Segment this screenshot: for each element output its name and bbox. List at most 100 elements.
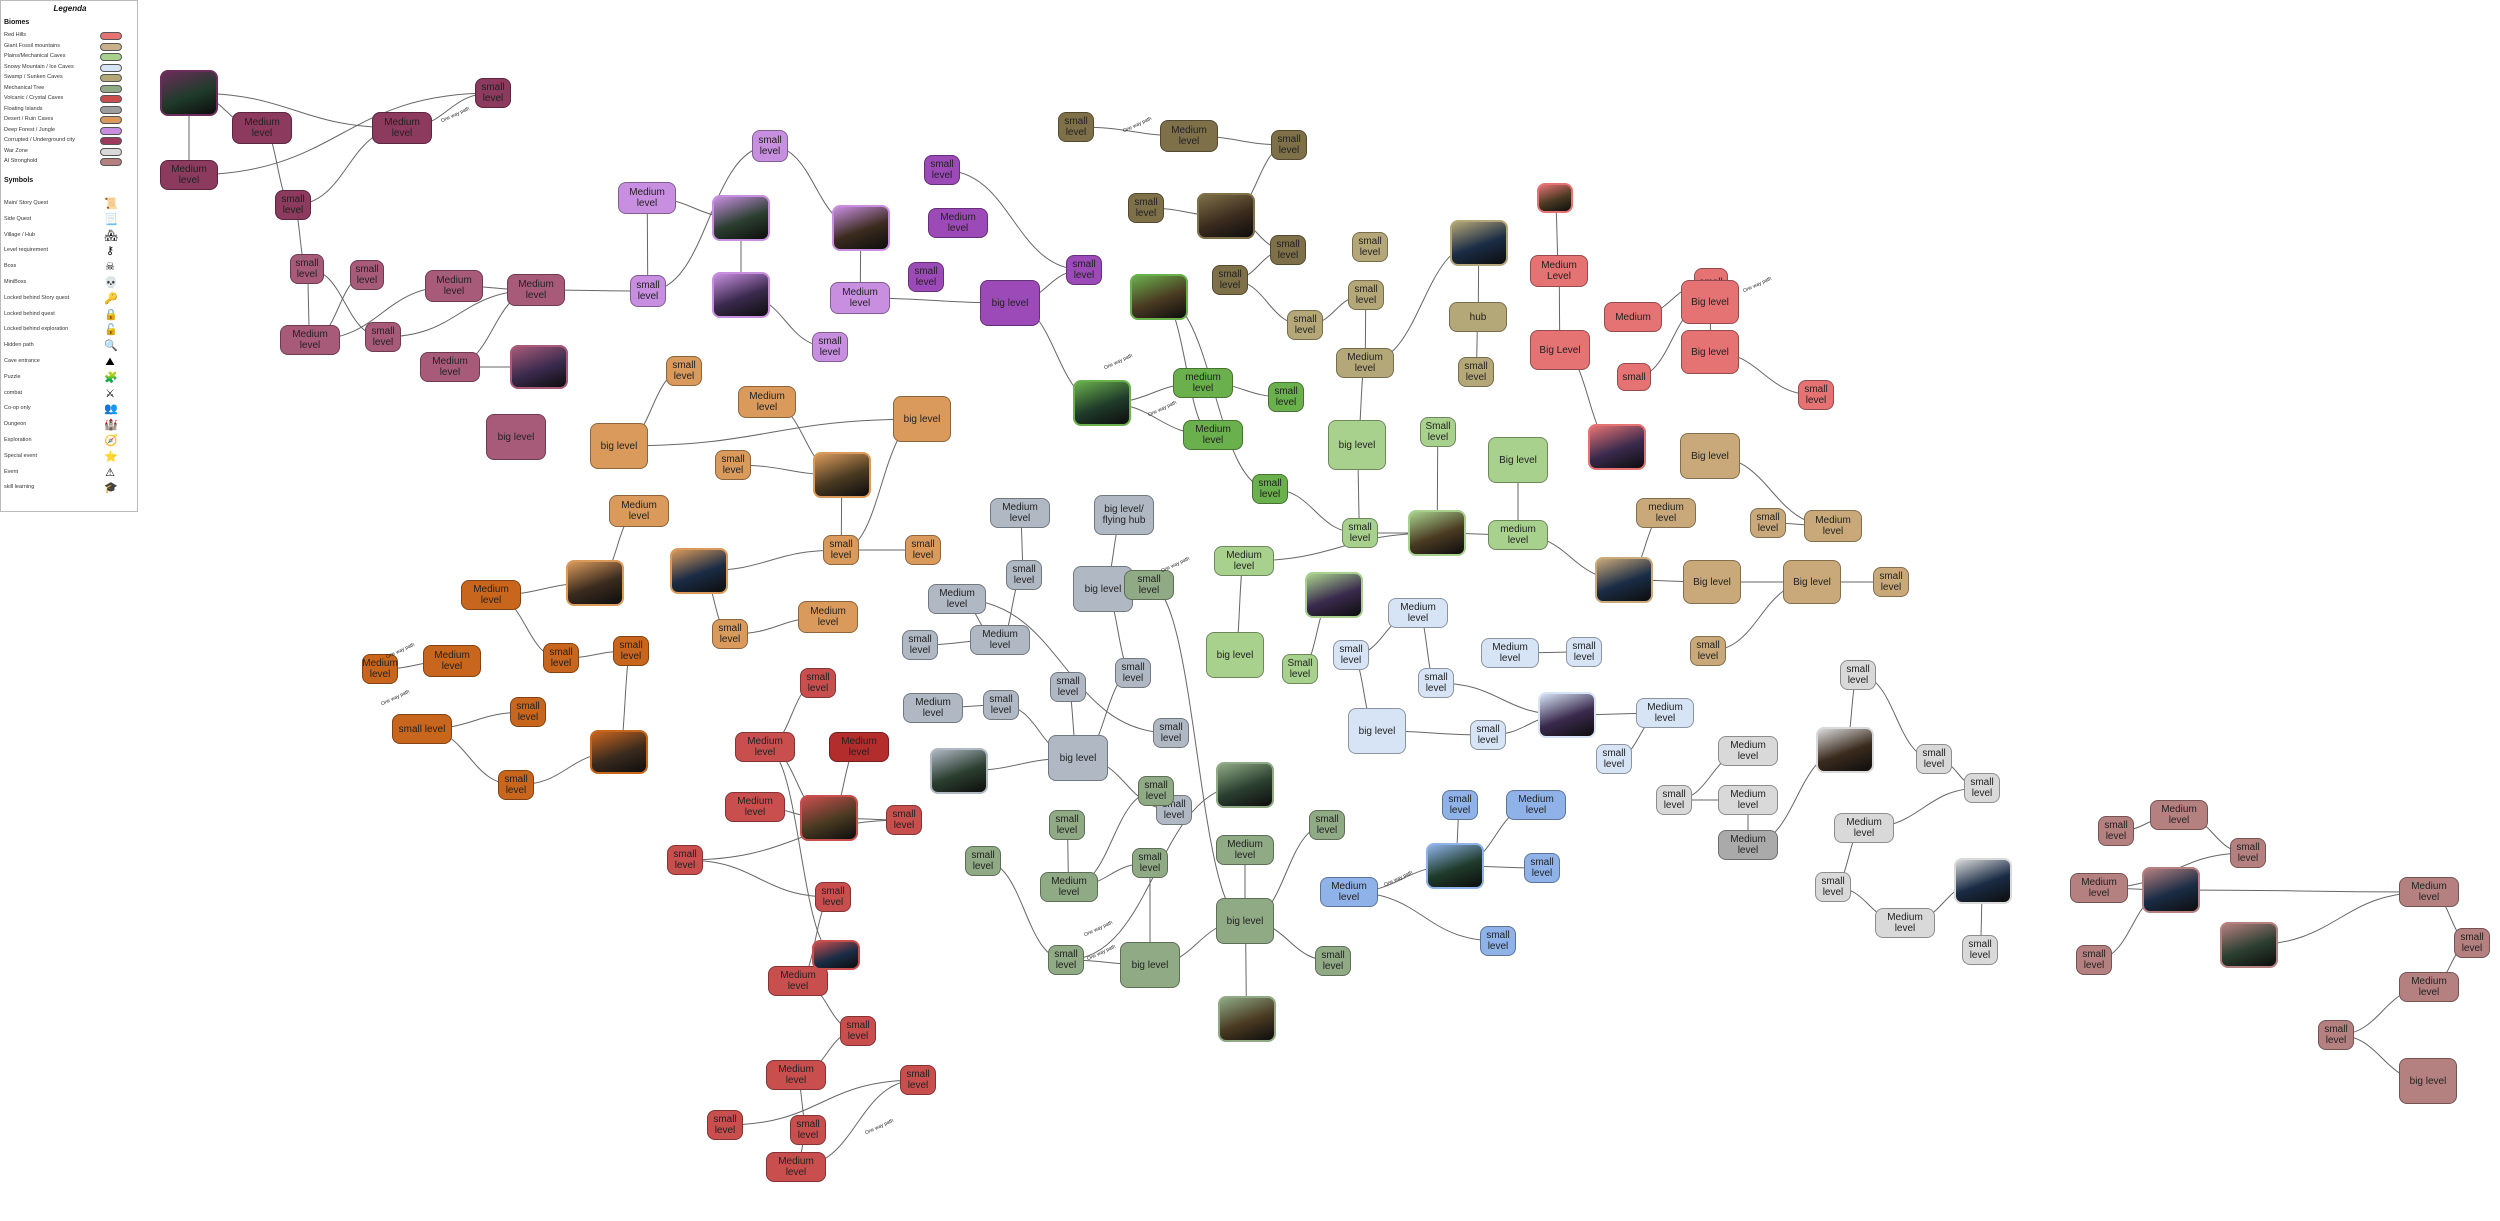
level-node[interactable]: small level [1252, 474, 1288, 504]
level-node[interactable]: Medium level [725, 792, 785, 822]
level-node[interactable]: small level [2076, 945, 2112, 975]
level-node[interactable]: Big level [1680, 433, 1740, 479]
level-node[interactable]: small level [908, 262, 944, 292]
level-node[interactable]: Medium level [423, 645, 481, 677]
level-node[interactable]: Medium level [1875, 908, 1935, 938]
level-node[interactable]: small level [1128, 193, 1164, 223]
level-node[interactable]: Big level [1488, 437, 1548, 483]
level-node[interactable]: small level [1049, 810, 1085, 840]
level-node[interactable]: small level [365, 322, 401, 352]
level-node[interactable]: small level [905, 535, 941, 565]
level-node[interactable]: Medium level [928, 208, 988, 238]
level-node[interactable]: Medium level [609, 495, 669, 527]
level-node[interactable]: small level [475, 78, 511, 108]
level-node[interactable]: small level [715, 450, 751, 480]
level-node[interactable]: small level [630, 275, 666, 307]
level-image-node[interactable] [1218, 996, 1276, 1042]
level-image-node[interactable] [2142, 867, 2200, 913]
level-node[interactable]: Medium level [830, 282, 890, 314]
level-node[interactable]: small level [1352, 232, 1388, 262]
level-node[interactable]: small level [707, 1110, 743, 1140]
level-node[interactable]: Big level [1681, 330, 1739, 374]
level-node[interactable]: Medium level [362, 654, 398, 684]
level-node[interactable]: small level [812, 332, 848, 362]
level-image-node[interactable] [1537, 183, 1573, 213]
level-node[interactable]: small level [2454, 928, 2490, 958]
level-image-node[interactable] [1305, 572, 1363, 618]
level-node[interactable]: big level [1328, 420, 1386, 470]
level-image-node[interactable] [1954, 858, 2012, 904]
level-node[interactable]: small level [290, 254, 324, 284]
level-image-node[interactable] [712, 272, 770, 318]
level-node[interactable]: small level [613, 636, 649, 666]
level-node[interactable]: Big level [1683, 560, 1741, 604]
level-node[interactable]: small level [1268, 382, 1304, 412]
level-image-node[interactable] [1408, 510, 1466, 556]
level-node[interactable]: small level [1048, 945, 1084, 975]
level-image-node[interactable] [1538, 692, 1596, 738]
level-image-node[interactable] [1816, 727, 1874, 773]
level-node[interactable]: small level [1050, 672, 1086, 702]
level-node[interactable]: big level [1048, 735, 1108, 781]
level-image-node[interactable] [812, 940, 860, 970]
level-node[interactable]: small level [1840, 660, 1876, 690]
level-node[interactable]: small level [1138, 776, 1174, 806]
level-node[interactable]: Medium level [766, 1152, 826, 1182]
level-node[interactable]: hub [1449, 302, 1507, 332]
level-node[interactable]: Medium level [2399, 972, 2459, 1002]
level-node[interactable]: Medium level [425, 270, 483, 302]
level-node[interactable]: small level [1066, 255, 1102, 285]
level-node[interactable]: Medium level [1388, 598, 1448, 628]
level-node[interactable]: Small level [1282, 654, 1318, 684]
level-node[interactable]: big level [1073, 566, 1133, 612]
level-node[interactable]: big level [486, 414, 546, 460]
level-node[interactable]: big level [2399, 1058, 2457, 1104]
level-node[interactable]: small level [1815, 872, 1851, 902]
level-node[interactable]: small level [1750, 508, 1786, 538]
level-node[interactable]: big level [980, 280, 1040, 326]
level-node[interactable]: small level [712, 619, 748, 649]
level-node[interactable]: small level [1124, 570, 1174, 600]
level-node[interactable]: Medium [1604, 302, 1662, 332]
level-image-node[interactable] [800, 795, 858, 841]
level-node[interactable]: medium level [1636, 498, 1696, 528]
level-node[interactable]: Medium level [1718, 785, 1778, 815]
level-node[interactable]: Medium level [766, 1060, 826, 1090]
level-node[interactable]: small level [350, 260, 384, 290]
level-node[interactable]: medium level [1488, 520, 1548, 550]
level-node[interactable]: Medium level [1040, 872, 1098, 902]
level-node[interactable]: Medium level [970, 625, 1030, 655]
level-image-node[interactable] [1595, 557, 1653, 603]
level-image-node[interactable] [712, 195, 770, 241]
level-node[interactable]: big level [1348, 708, 1406, 754]
level-node[interactable]: Medium level [1506, 790, 1566, 820]
level-node[interactable]: small level [900, 1065, 936, 1095]
level-node[interactable]: big level [590, 423, 648, 469]
level-node[interactable]: Medium level [1336, 348, 1394, 378]
level-node[interactable]: small level [800, 668, 836, 698]
level-node[interactable]: big level [1216, 898, 1274, 944]
level-node[interactable]: small level [1287, 310, 1323, 340]
level-node[interactable]: small level [1470, 720, 1506, 750]
level-node[interactable]: Medium level [1718, 736, 1778, 766]
level-node[interactable]: Medium level [232, 112, 292, 144]
level-node[interactable]: small level [752, 130, 788, 162]
level-node[interactable]: small level [510, 697, 546, 727]
level-node[interactable]: small level [275, 190, 311, 220]
level-image-node[interactable] [566, 560, 624, 606]
level-node[interactable]: Medium level [618, 182, 676, 214]
level-node[interactable]: small level [924, 155, 960, 185]
level-node[interactable]: big level/ flying hub [1094, 495, 1154, 535]
level-node[interactable]: Medium level [1834, 813, 1894, 843]
level-node[interactable]: small level [1798, 380, 1834, 410]
level-image-node[interactable] [1197, 193, 1255, 239]
level-node[interactable]: Medium level [507, 274, 565, 306]
level-node[interactable]: Medium level [280, 325, 340, 355]
level-node[interactable]: Medium level [1636, 698, 1694, 728]
level-image-node[interactable] [832, 205, 890, 251]
level-node[interactable]: medium level [1173, 368, 1233, 398]
level-node[interactable]: Medium level [420, 352, 480, 382]
level-image-node[interactable] [590, 730, 648, 774]
level-node[interactable]: big level [1206, 632, 1264, 678]
level-node[interactable]: small level [392, 714, 452, 744]
